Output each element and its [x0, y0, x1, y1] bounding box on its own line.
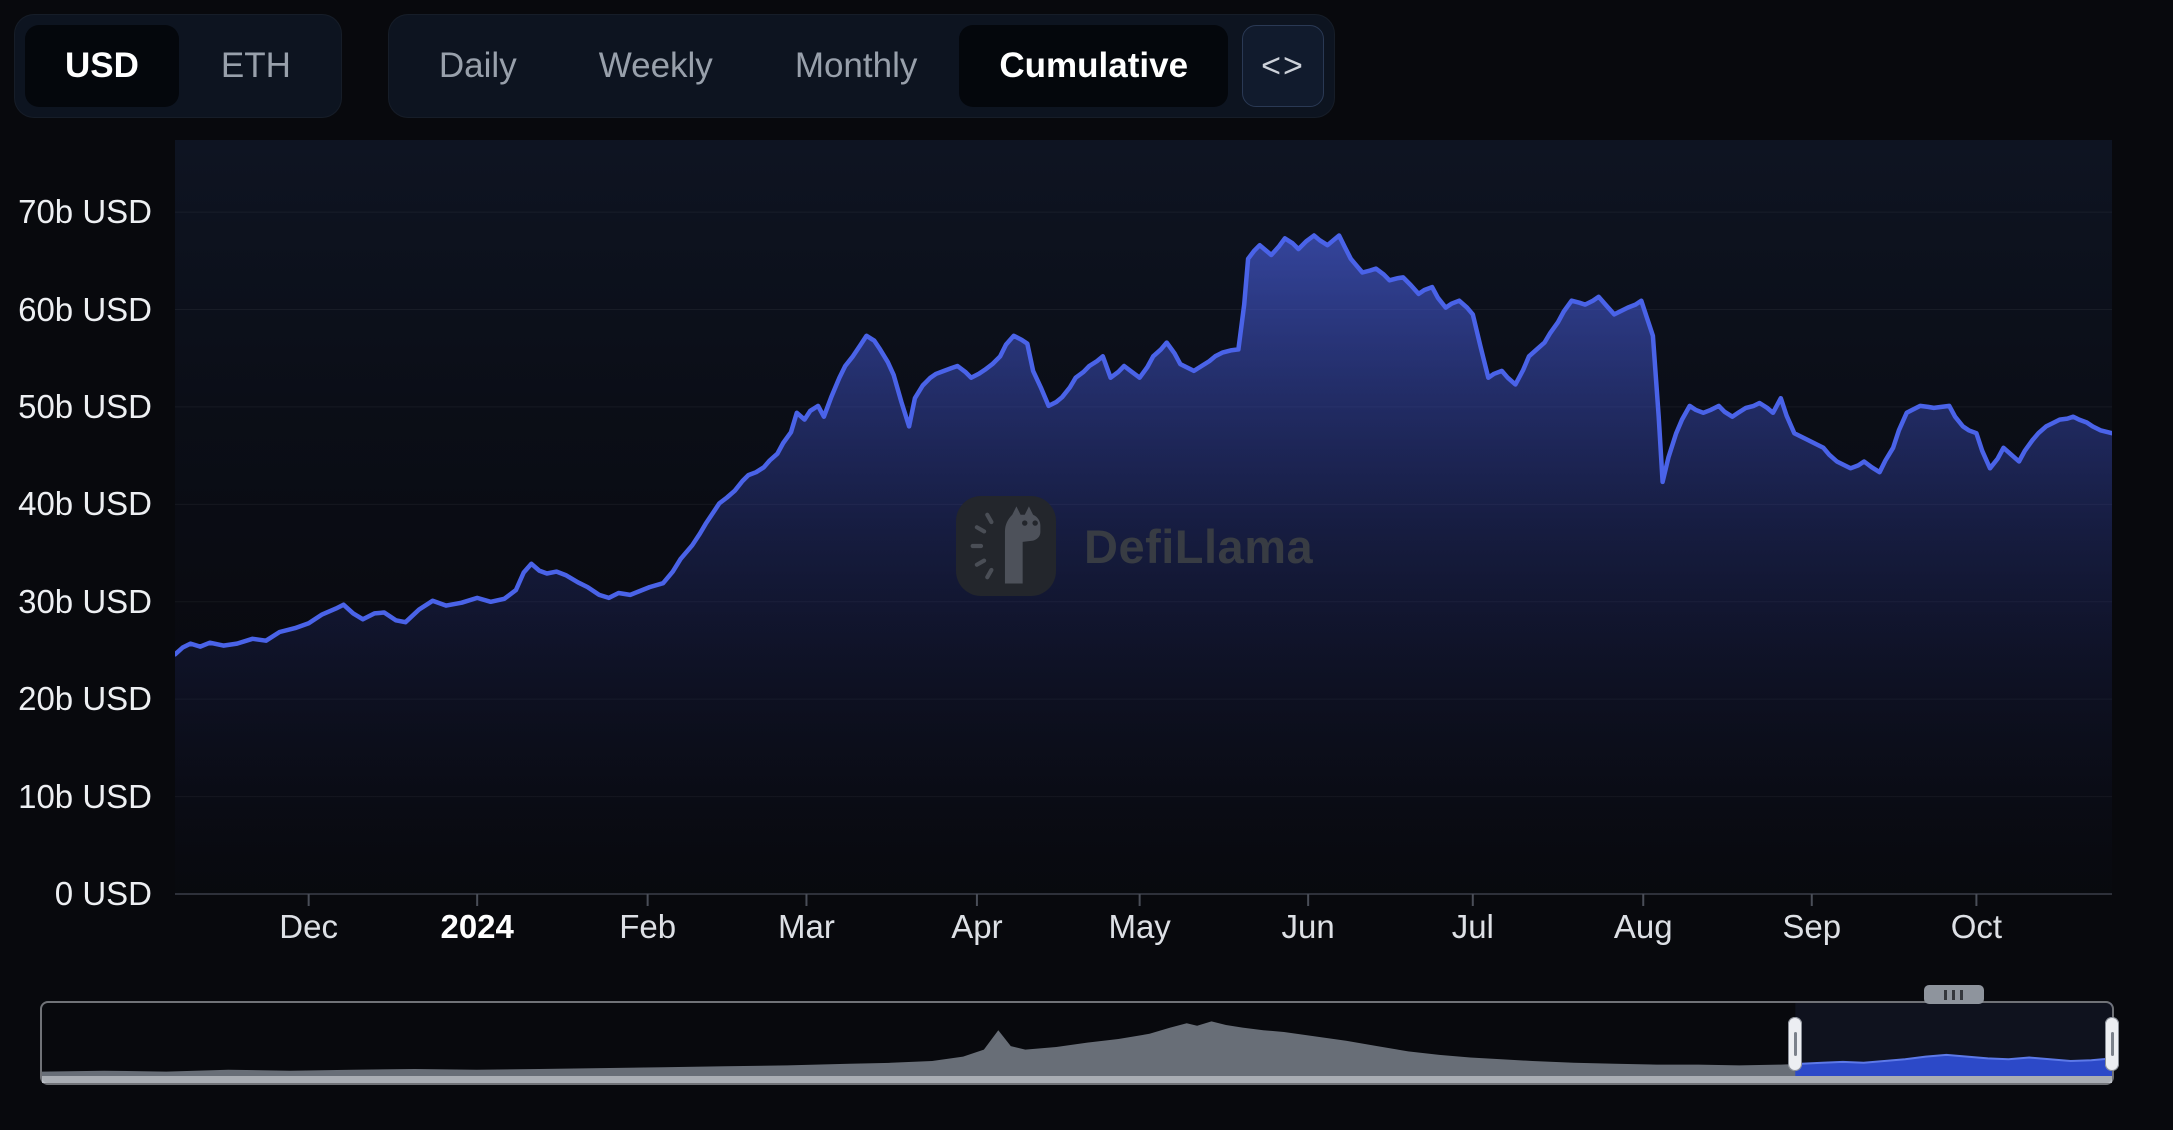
tab-weekly[interactable]: Weekly [559, 25, 753, 107]
series-line [175, 233, 2112, 657]
y-axis-label: 40b USD [18, 485, 152, 523]
tab-usd[interactable]: USD [25, 25, 179, 107]
handle-slit [2110, 1032, 2114, 1056]
tab-cumulative[interactable]: Cumulative [959, 25, 1229, 107]
tab-eth[interactable]: ETH [181, 25, 331, 107]
chart-toolbar: USD ETH Daily Weekly Monthly Cumulative … [14, 14, 1336, 118]
navigator-series-selected [1795, 1054, 2112, 1076]
tab-daily[interactable]: Daily [399, 25, 557, 107]
y-axis-label: 10b USD [18, 777, 152, 815]
y-axis-label: 60b USD [18, 290, 152, 328]
tab-monthly[interactable]: Monthly [755, 25, 958, 107]
main-chart[interactable] [175, 140, 2112, 915]
area-fill [175, 235, 2112, 894]
navigator-series-selected-line [1795, 1053, 2112, 1065]
y-axis-label: 70b USD [18, 193, 152, 231]
navigator-track [42, 1076, 2112, 1083]
handle-slit [1793, 1032, 1797, 1056]
range-navigator[interactable] [40, 985, 2119, 1085]
y-axis-label: 20b USD [18, 680, 152, 718]
selection-move-grip[interactable] [1923, 985, 1984, 1004]
y-axis-label: 30b USD [18, 582, 152, 620]
navigator-chart[interactable] [42, 1003, 2112, 1083]
interval-toggle: Daily Weekly Monthly Cumulative <> [387, 14, 1336, 118]
zoom-handle-right[interactable] [2105, 1017, 2119, 1071]
embed-code-button[interactable]: <> [1242, 25, 1325, 107]
y-axis-label: 0 USD [54, 875, 152, 912]
y-axis-label: 50b USD [18, 387, 152, 425]
navigator-series-gray [42, 1021, 2112, 1076]
currency-toggle: USD ETH [14, 14, 342, 118]
zoom-handle-left[interactable] [1788, 1017, 1803, 1071]
y-axis: 0 USD 10b USD 20b USD 30b USD 40b USD 50b USD… [0, 0, 160, 1130]
